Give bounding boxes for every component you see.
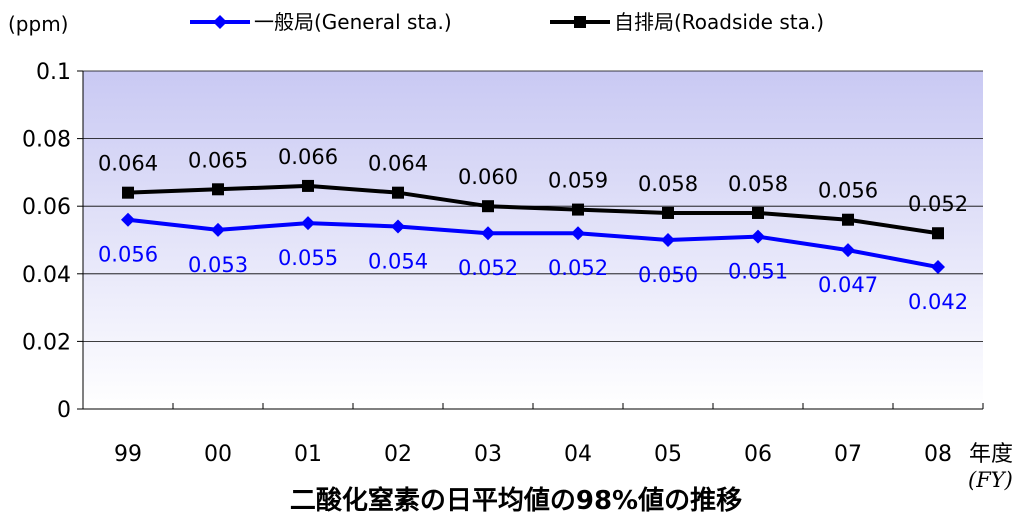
y-tick-label-5: 0.1 xyxy=(36,60,71,85)
x-tick-label-7: 06 xyxy=(744,442,772,467)
general-point-3 xyxy=(391,219,405,234)
roadside-point-0 xyxy=(122,186,134,199)
general-point-5 xyxy=(571,226,585,241)
roadside-point-3 xyxy=(392,186,404,199)
x-tick-label-3: 02 xyxy=(384,442,412,467)
roadside-point-4 xyxy=(482,200,494,213)
general-data-label-3: 0.054 xyxy=(368,249,428,273)
roadside-point-1 xyxy=(212,183,224,196)
roadside-point-6 xyxy=(662,206,674,219)
roadside-point-8 xyxy=(842,213,854,226)
legend-roadside-marker xyxy=(574,16,586,28)
x-tick-label-9: 08 xyxy=(924,442,952,467)
general-data-label-1: 0.053 xyxy=(188,253,248,277)
general-data-label-0: 0.056 xyxy=(98,243,158,267)
x-tick-label-1: 00 xyxy=(204,442,232,467)
roadside-data-label-9: 0.052 xyxy=(908,192,968,216)
x-tick-label-8: 07 xyxy=(834,442,862,467)
x-axis-label: 年度 xyxy=(969,442,1013,467)
y-tick-label-2: 0.04 xyxy=(22,263,71,288)
general-point-2 xyxy=(301,216,315,231)
general-point-7 xyxy=(751,229,765,244)
roadside-series-line xyxy=(127,183,939,236)
roadside-data-label-1: 0.065 xyxy=(188,148,248,172)
general-point-1 xyxy=(211,222,225,237)
general-point-8 xyxy=(841,243,855,258)
roadside-data-label-4: 0.060 xyxy=(458,165,518,189)
y-tick-label-4: 0.08 xyxy=(22,128,71,153)
roadside-data-label-8: 0.056 xyxy=(818,179,878,203)
line-chart: 0 0.02 0.04 0.06 0.08 0.1 99 00 01 02 03 04 05 06 07 08… xyxy=(22,10,1013,467)
roadside-data-label-7: 0.058 xyxy=(728,172,788,196)
roadside-point-5 xyxy=(572,203,584,216)
general-data-label-6: 0.050 xyxy=(638,263,698,287)
general-data-label-5: 0.052 xyxy=(548,256,608,280)
general-point-0 xyxy=(121,212,135,227)
roadside-data-label-0: 0.064 xyxy=(98,152,158,176)
y-tick-label-3: 0.06 xyxy=(22,195,71,220)
roadside-point-2 xyxy=(302,179,314,192)
x-axis-fy-label: (FY) xyxy=(968,468,1013,492)
y-axis-unit-label: (ppm) xyxy=(8,12,69,36)
roadside-point-9 xyxy=(932,227,944,240)
y-tick-label-1: 0.02 xyxy=(22,330,71,355)
x-tick-label-5: 04 xyxy=(564,442,592,467)
general-point-9 xyxy=(931,260,945,275)
chart-title: 二酸化窒素の日平均値の98%値の推移 xyxy=(289,486,743,516)
legend-general-marker xyxy=(213,15,227,29)
x-tick-label-4: 03 xyxy=(474,442,502,467)
roadside-data-label-2: 0.066 xyxy=(278,145,338,169)
x-tick-label-0: 99 xyxy=(114,442,142,467)
plot-area xyxy=(83,71,983,409)
x-tick-label-6: 05 xyxy=(654,442,682,467)
general-series-line xyxy=(127,217,939,270)
legend-general-label: 一般局(General sta.) xyxy=(254,10,452,34)
roadside-data-label-6: 0.058 xyxy=(638,172,698,196)
general-data-label-7: 0.051 xyxy=(728,260,788,284)
x-tick-label-2: 01 xyxy=(294,442,322,467)
general-data-label-9: 0.042 xyxy=(908,290,968,314)
general-data-label-8: 0.047 xyxy=(818,273,878,297)
general-point-4 xyxy=(481,226,495,241)
legend-roadside-label: 自排局(Roadside sta.) xyxy=(614,10,824,34)
general-data-label-4: 0.052 xyxy=(458,256,518,280)
y-tick-label-0: 0 xyxy=(57,398,71,423)
general-point-6 xyxy=(661,233,675,247)
general-data-label-2: 0.055 xyxy=(278,246,338,270)
roadside-data-label-5: 0.059 xyxy=(548,169,608,193)
roadside-point-7 xyxy=(752,206,764,219)
roadside-data-label-3: 0.064 xyxy=(368,152,428,176)
